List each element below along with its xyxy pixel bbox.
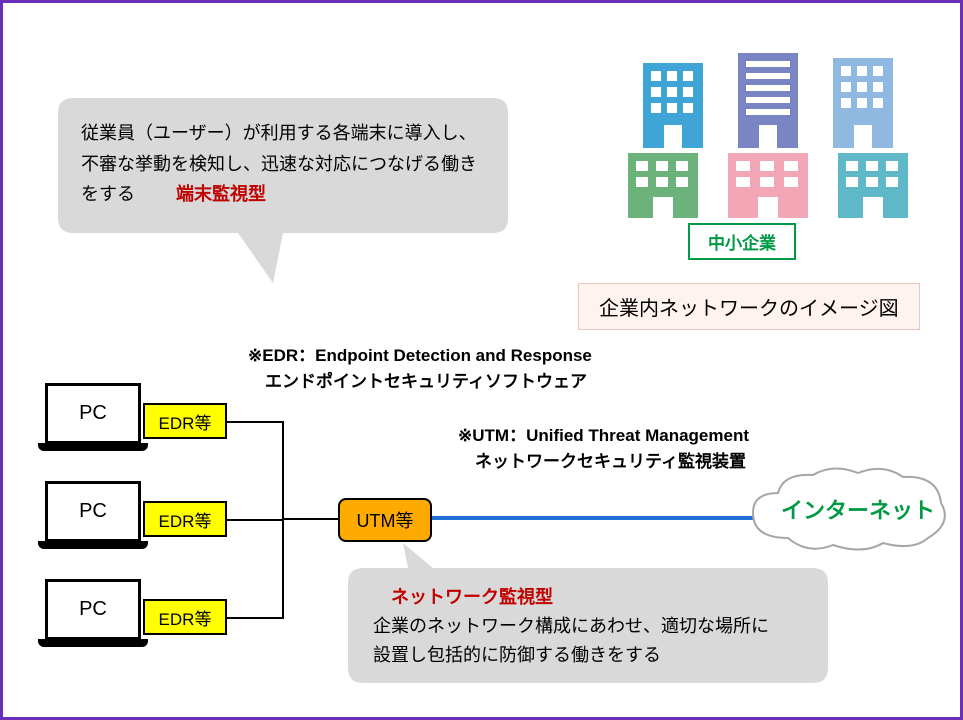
image-title-label: 企業内ネットワークのイメージ図 bbox=[578, 283, 920, 330]
note-edr-line1: ※EDR：Endpoint Detection and Response bbox=[248, 343, 592, 369]
pc-base bbox=[38, 443, 148, 451]
pc-icon: PC bbox=[38, 481, 148, 551]
bubble-top-spacer bbox=[140, 184, 176, 204]
edr-box: EDR等 bbox=[143, 599, 227, 635]
note-utm-line2: ネットワークセキュリティ監視装置 bbox=[458, 449, 749, 475]
bubble-bottom-indent bbox=[373, 587, 391, 607]
bubble-endpoint-description: 従業員（ユーザー）が利用する各端末に導入し、不審な挙動を検知し、迅速な対応につな… bbox=[58, 88, 508, 278]
pc-icon: PC bbox=[38, 383, 148, 453]
wire-to-utm bbox=[282, 518, 340, 520]
bubble-bottom-text: ネットワーク監視型 企業のネットワーク構成にあわせ、適切な場所に設置し包括的に防… bbox=[373, 583, 769, 669]
buildings-icon bbox=[618, 53, 918, 223]
wire-bus bbox=[282, 421, 284, 619]
diagram-frame: 従業員（ユーザー）が利用する各端末に導入し、不審な挙動を検知し、迅速な対応につな… bbox=[0, 0, 963, 720]
utm-box: UTM等 bbox=[338, 498, 432, 542]
wire-blue bbox=[430, 516, 760, 520]
pc-base bbox=[38, 541, 148, 549]
sme-label: 中小企業 bbox=[688, 223, 796, 260]
pc-icon: PC bbox=[38, 579, 148, 649]
edr-box: EDR等 bbox=[143, 501, 227, 537]
pc-label: PC bbox=[45, 579, 141, 640]
note-edr: ※EDR：Endpoint Detection and Response エンド… bbox=[248, 343, 592, 394]
bubble-network-description: ネットワーク監視型 企業のネットワーク構成にあわせ、適切な場所に設置し包括的に防… bbox=[348, 543, 828, 688]
bubble-bottom-main: 企業のネットワーク構成にあわせ、適切な場所に設置し包括的に防御する働きをする bbox=[373, 616, 769, 665]
bubble-bottom-red: ネットワーク監視型 bbox=[391, 587, 553, 607]
note-edr-line2: エンドポイントセキュリティソフトウェア bbox=[248, 369, 592, 395]
pc-label: PC bbox=[45, 383, 141, 444]
note-utm: ※UTM：Unified Threat Management ネットワークセキュ… bbox=[458, 423, 749, 474]
pc-label: PC bbox=[45, 481, 141, 542]
note-utm-line1: ※UTM：Unified Threat Management bbox=[458, 423, 749, 449]
cloud-label: インターネット bbox=[768, 493, 948, 525]
edr-box: EDR等 bbox=[143, 403, 227, 439]
bubble-top-text: 従業員（ユーザー）が利用する各端末に導入し、不審な挙動を検知し、迅速な対応につな… bbox=[81, 118, 477, 210]
wire bbox=[224, 617, 284, 619]
pc-base bbox=[38, 639, 148, 647]
bubble-top-red: 端末監視型 bbox=[176, 184, 266, 204]
wire bbox=[224, 519, 284, 521]
wire bbox=[224, 421, 284, 423]
